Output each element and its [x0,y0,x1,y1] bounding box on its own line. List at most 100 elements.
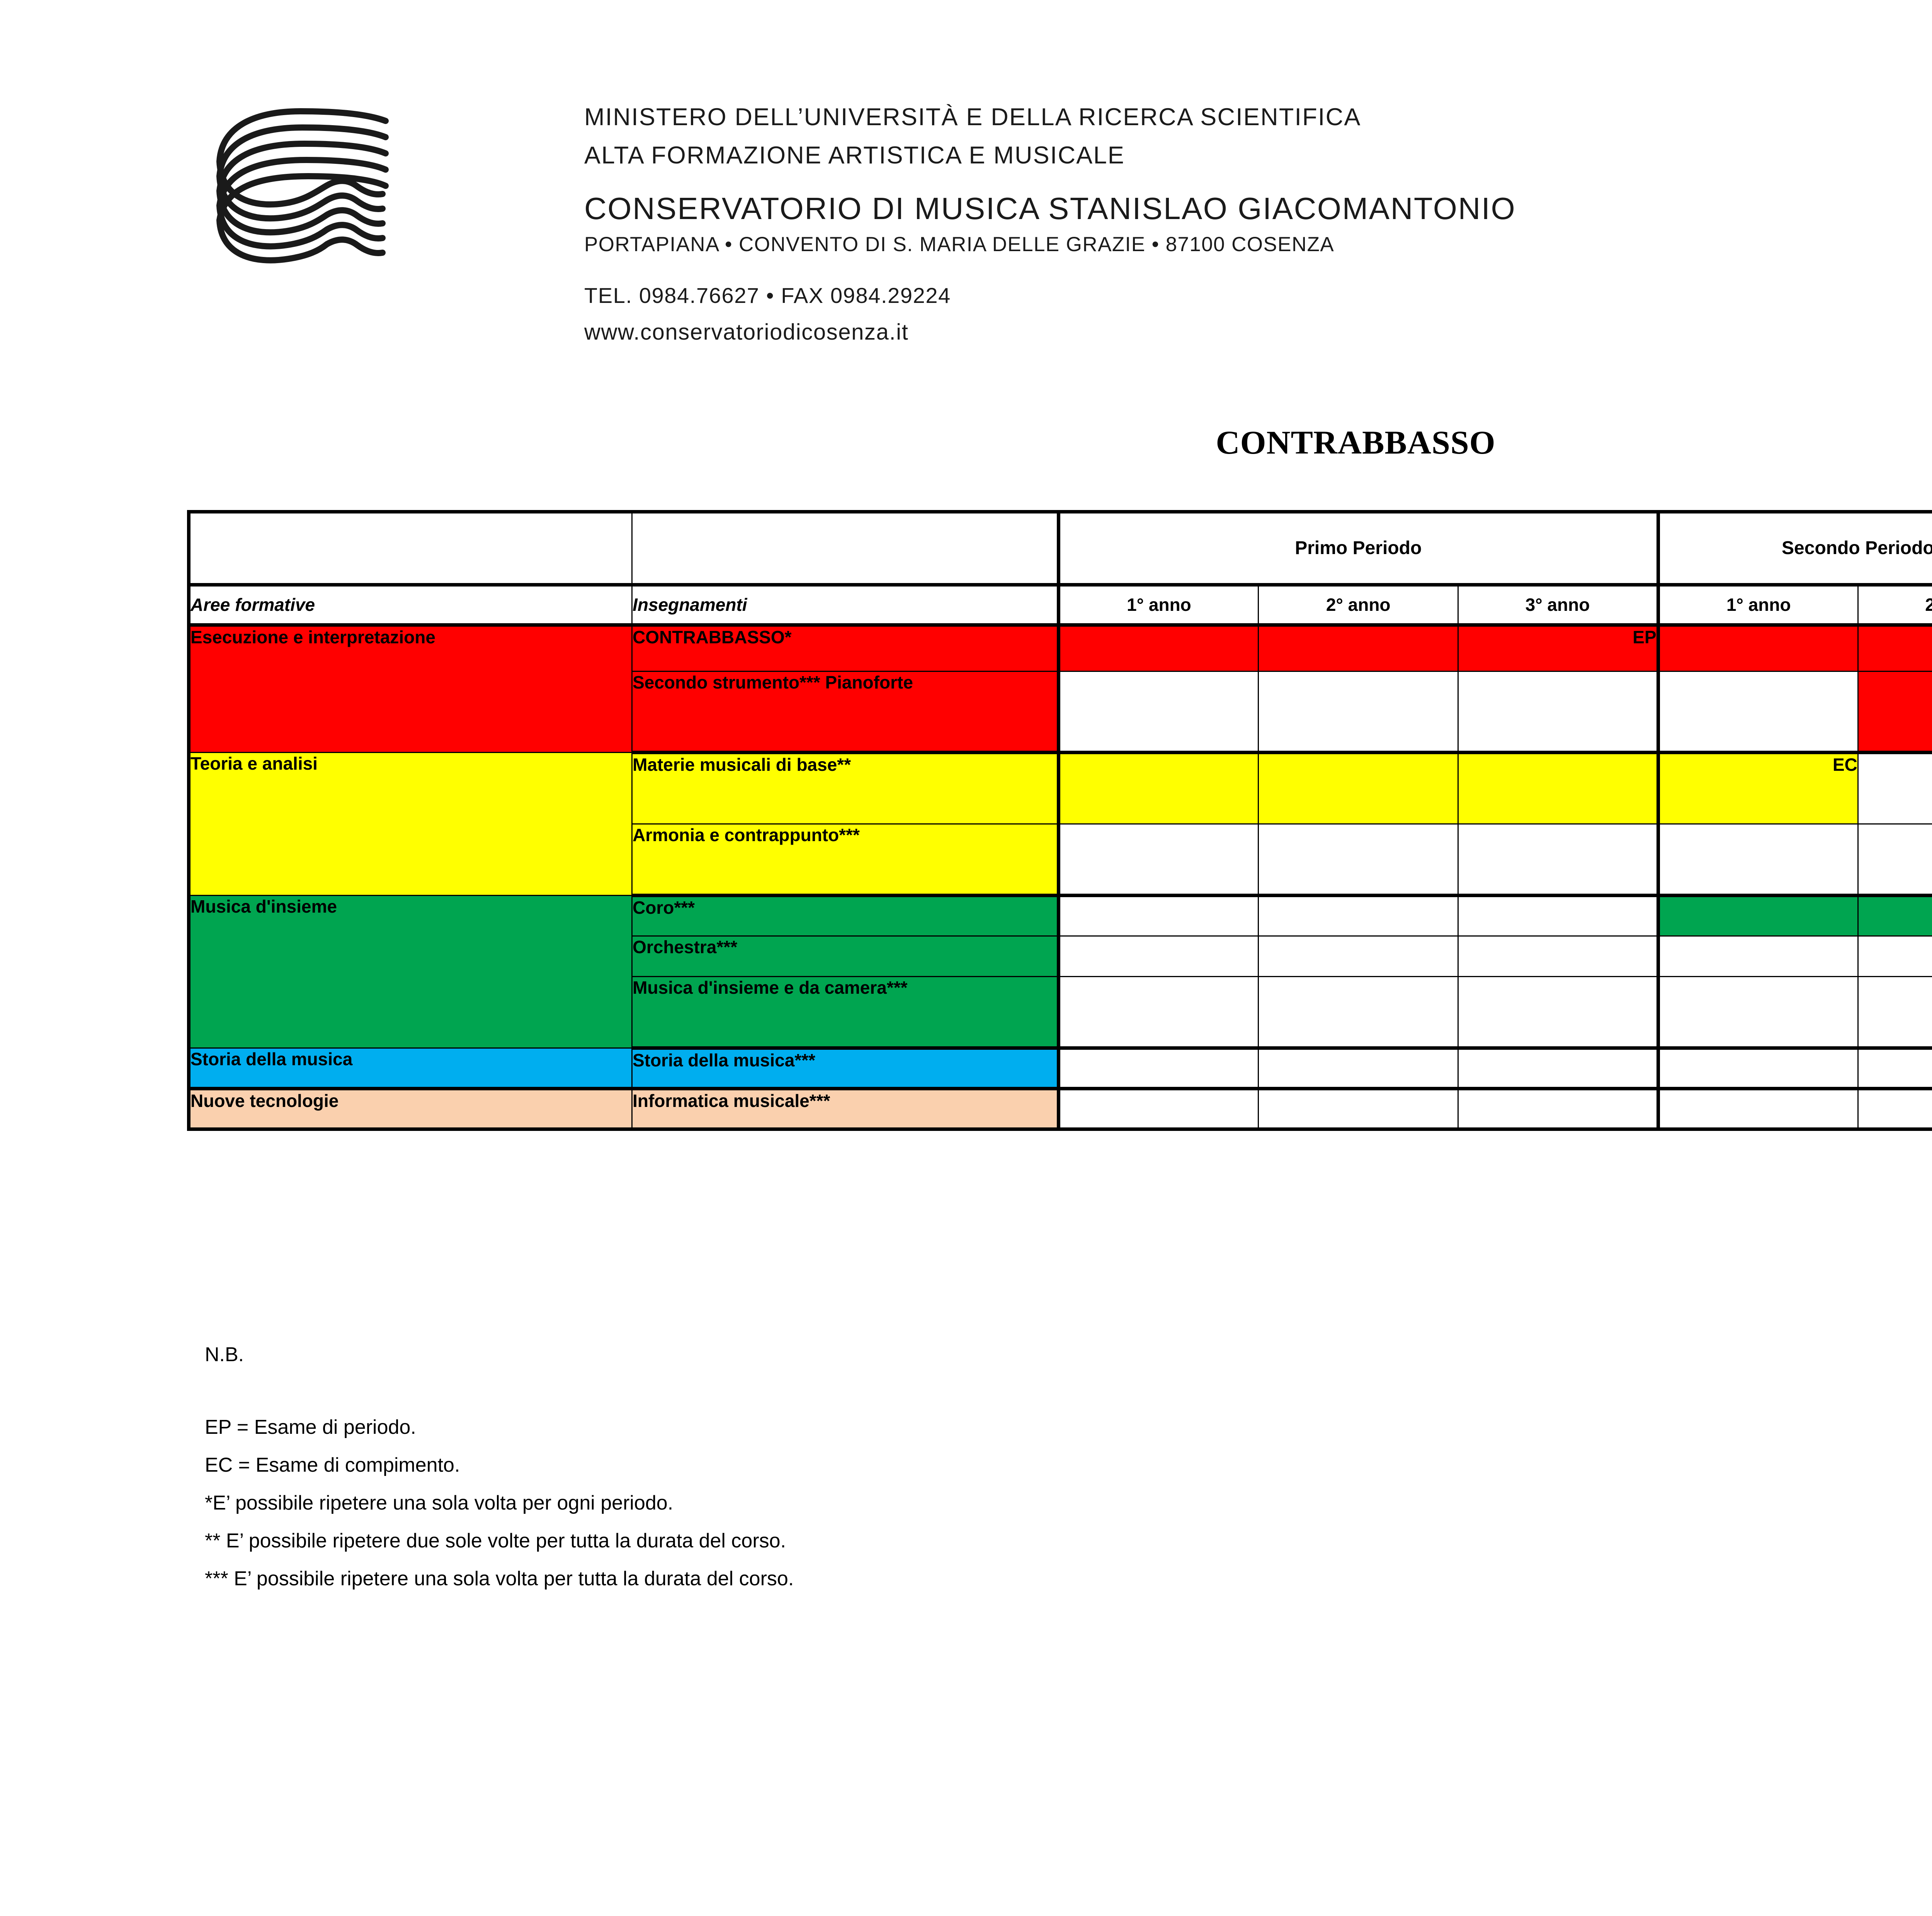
schedule-cell [1056,624,1259,672]
schedule-cell [1656,624,1859,672]
schedule-cell [1656,976,1859,1050]
schedule-cell [1857,1088,1932,1131]
letterhead: MINISTERO DELL’UNIVERSITÀ E DELLA RICERC… [0,0,1932,394]
schedule-cell [1458,752,1659,825]
corner-cell-teaching [631,511,1059,587]
conservatory-name: CONSERVATORIO DI MUSICA STANISLAO GIACOM… [584,191,1516,226]
col-header-p1-anno1: 1° anno [1056,584,1259,627]
teaching-cell: Materie musicali di base** [631,752,1059,825]
schedule-cell [1056,1088,1259,1131]
website-line: www.conservatoriodicosenza.it [584,320,909,345]
exam-mark-cell: Senza EC [1857,895,1932,937]
col-header-p1-anno3: 3° anno [1458,584,1659,627]
exam-mark-cell: EP [1458,624,1659,672]
teaching-cell: Coro*** [631,895,1059,937]
schedule-cell [1056,671,1259,754]
table-row: Secondo strumento*** PianoforteEC [189,671,1932,754]
teaching-cell: Orchestra*** [631,935,1059,977]
schedule-cell [1857,752,1932,825]
schedule-cell [1258,671,1459,754]
page-title: CONTRABBASSO [1216,424,1496,461]
col-header-p2-anno2: 2° anno [1857,584,1932,627]
exam-mark-cell: EP [1857,624,1932,672]
area-cell: Nuove tecnologie [188,1088,633,1131]
teaching-cell: Storia della musica*** [631,1047,1059,1090]
schedule-cell [1656,823,1859,897]
telephone-line: TEL. 0984.76627 • FAX 0984.29224 [584,283,951,308]
conservatorio-staff-logo [204,100,474,277]
schedule-cell [1056,823,1259,897]
schedule-cell [1458,976,1659,1050]
schedule-cell [1258,752,1459,825]
area-cell: Musica d'insieme [188,895,633,1049]
schedule-cell [1857,671,1932,754]
schedule-cell [1258,1047,1459,1090]
area-cell: Esecuzione e interpretazione [188,624,633,753]
schedule-cell [1458,1088,1659,1131]
note-line-star2: ** E’ possibile ripetere due sole volte … [205,1530,786,1552]
period-header-secondo: Secondo Periodo [1656,511,1932,587]
schedule-cell [1458,1047,1659,1090]
schedule-cell [1258,624,1459,672]
schedule-cell [1656,935,1859,977]
corner-cell-area [188,511,633,587]
schedule-cell [1056,752,1259,825]
address-line: PORTAPIANA • CONVENTO DI S. MARIA DELLE … [584,233,1335,256]
afam-line: ALTA FORMAZIONE ARTISTICA E MUSICALE [584,142,1125,169]
period-header-row: Primo Periodo Secondo Periodo Terzo peri… [188,511,1932,587]
note-line-ep: EP = Esame di periodo. [205,1416,416,1438]
schedule-cell [1258,823,1459,897]
note-nb-label: N.B. [205,1343,244,1366]
schedule-cell [1458,823,1659,897]
schedule-cell [1857,976,1932,1050]
schedule-cell [1258,935,1459,977]
column-label-row: Aree formative Insegnamenti 1° anno 2° a… [188,584,1932,627]
schedule-cell [1857,935,1932,977]
col-header-insegnamenti: Insegnamenti [631,584,1059,627]
schedule-cell [1458,671,1659,754]
schedule-cell [1656,1088,1859,1131]
table-row: Esecuzione e interpretazione CONTRABBASSO… [188,624,1932,753]
schedule-cell [1656,1047,1859,1090]
table-row: Orchestra***Senza EC [189,935,1932,977]
teaching-cell: Secondo strumento*** Pianoforte [631,671,1059,754]
schedule-cell [1458,935,1659,977]
table-row: Musica d'insieme e da camera***EC [189,976,1932,1050]
teaching-cell: Informatica musicale*** [631,1088,1059,1131]
teaching-cell: Armonia e contrappunto*** [631,823,1059,897]
schedule-cell [1258,976,1459,1050]
col-header-aree-formative: Aree formative [188,584,633,627]
notes-block: N.B. EP = Esame di periodo. EC = Esame d… [205,1345,1932,1607]
schedule-cell [1857,1047,1932,1090]
period-header-primo: Primo Periodo [1056,511,1659,587]
schedule-cell [1258,895,1459,937]
note-line-star3: *** E’ possibile ripetere una sola volta… [205,1567,794,1590]
schedule-cell [1656,895,1859,937]
study-plan-table: Primo Periodo Secondo Periodo Terzo peri… [187,510,1932,1131]
schedule-cell [1458,895,1659,937]
table-row: Armonia e contrappunto***EC [189,823,1932,897]
teaching-cell: CONTRABBASSO* [631,624,1059,672]
note-line-ec: EC = Esame di compimento. [205,1454,460,1476]
exam-mark-cell: EC [1656,752,1859,825]
area-cell: Storia della musica [188,1047,633,1090]
schedule-cell [1056,976,1259,1050]
table-row: Teoria e analisi Materie musicali di base… [188,752,1932,896]
area-cell: Teoria e analisi [188,752,633,896]
schedule-cell [1656,671,1859,754]
col-header-p2-anno1: 1° anno [1656,584,1859,627]
teaching-cell: Musica d'insieme e da camera*** [631,976,1059,1050]
schedule-cell [1857,823,1932,897]
table-body: Esecuzione e interpretazione CONTRABBASSO… [188,624,1932,1131]
schedule-cell [1056,1047,1259,1090]
table-head: Primo Periodo Secondo Periodo Terzo peri… [188,511,1932,627]
schedule-cell [1056,895,1259,937]
schedule-cell [1056,935,1259,977]
schedule-cell [1258,1088,1459,1131]
study-plan-table-wrapper: Primo Periodo Secondo Periodo Terzo peri… [187,510,1932,1131]
organization-block: MINISTERO DELL’UNIVERSITÀ E DELLA RICERC… [584,105,1932,343]
note-line-star1: *E’ possibile ripetere una sola volta pe… [205,1492,673,1514]
col-header-p1-anno2: 2° anno [1258,584,1459,627]
